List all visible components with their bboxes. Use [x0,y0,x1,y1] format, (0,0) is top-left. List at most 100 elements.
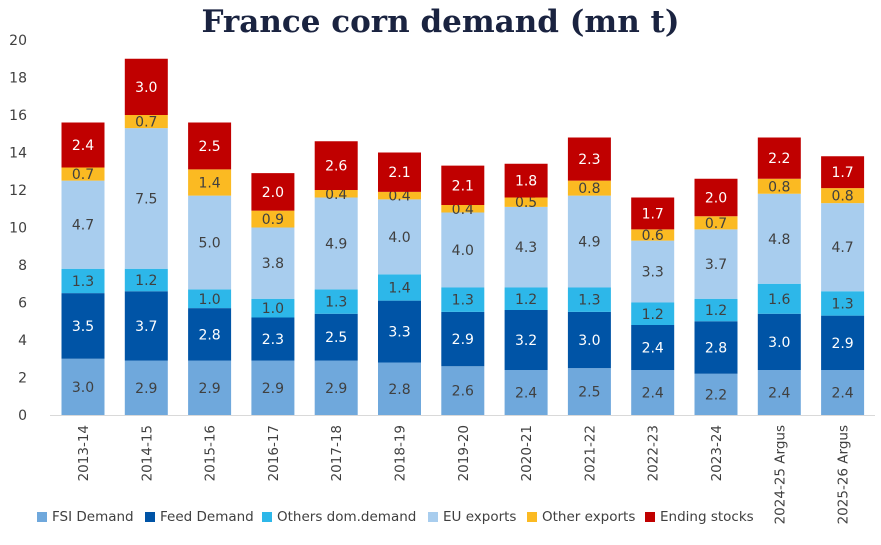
bar-segment [378,152,421,192]
data-label: 1.3 [452,293,474,309]
bar-segment [61,293,105,359]
bar-segment [251,360,295,415]
data-label: 0.8 [768,179,790,195]
data-label: 3.0 [768,335,790,351]
legend-swatch [645,512,655,522]
bar-segment [314,313,358,361]
data-label: 2.3 [578,152,600,168]
bar-segment [504,310,548,370]
data-label: 1.2 [642,307,664,323]
y-tick-label: 0 [18,408,27,424]
y-tick-label: 12 [9,183,27,199]
bar-segment [821,156,865,189]
bar-segment [821,291,865,316]
bar-segment [757,193,801,284]
data-label: 2.8 [705,341,727,357]
data-label: 2.4 [642,386,664,402]
bar-segment [757,283,801,314]
data-label: 1.0 [262,301,284,317]
bar-segment [821,188,865,204]
data-label: 3.0 [135,80,157,96]
bar-segment [378,191,421,200]
legend-swatch [527,512,537,522]
legend-label: EU exports [443,509,517,525]
bar-segment [124,128,168,269]
data-label: 3.3 [642,265,664,281]
x-tick-label: 2020-21 [519,425,535,481]
data-label: 0.7 [72,167,94,183]
legend-label: Other exports [542,509,636,525]
bar-segment [314,289,358,314]
bar-segment [567,195,611,288]
legend-swatch [37,512,47,522]
data-label: 0.6 [642,228,664,244]
data-label: 1.3 [72,274,94,290]
data-label: 2.4 [515,386,537,402]
y-tick-label: 6 [18,296,27,312]
legend-item: Feed Demand [145,509,254,525]
data-label: 1.3 [325,295,347,311]
legend-label: Ending stocks [660,509,754,525]
data-label: 1.2 [705,303,727,319]
chart-title: France corn demand (mn t) [201,4,680,40]
bar-segment [504,206,548,288]
bar-segment [314,360,358,415]
data-label: 1.6 [768,292,790,308]
bar-segment [251,173,295,211]
data-label: 4.7 [72,218,94,234]
bar-segment [694,178,738,217]
bar-segment [314,141,358,190]
bar-segment [124,268,168,292]
bar-segment [821,203,865,292]
data-label: 1.4 [388,281,410,297]
data-label: 0.4 [452,202,474,218]
data-label: 2.5 [198,139,220,155]
x-tick-label: 2022-23 [646,425,662,481]
data-label: 3.5 [72,319,94,335]
data-label: 2.2 [768,151,790,167]
bar-segment [188,289,232,309]
data-label: 3.3 [388,325,410,341]
data-label: 3.2 [515,333,537,349]
bar-segment [441,366,485,415]
x-tick-label: 2015-16 [203,425,219,481]
data-label: 1.0 [198,292,220,308]
bar-segment [694,321,738,374]
data-label: 2.9 [198,381,220,397]
data-label: 2.4 [831,386,853,402]
legend-item: FSI Demand [37,509,134,525]
data-label: 0.7 [135,115,157,131]
data-label: 3.7 [705,257,727,273]
data-label: 2.1 [388,165,410,181]
data-label: 2.8 [198,327,220,343]
bar-segment [251,227,295,299]
data-label: 1.2 [515,292,537,308]
bar-segment [188,308,232,361]
data-label: 2.3 [262,332,284,348]
legend-swatch [145,512,155,522]
bar-segment [694,298,738,322]
bar-segment [441,212,485,288]
bar-segment [61,122,105,168]
data-label: 2.4 [72,138,94,154]
data-label: 2.5 [578,385,600,401]
data-label: 2.0 [262,185,284,201]
x-tick-label: 2025-26 Argus [836,425,852,524]
data-label: 2.2 [705,387,727,403]
data-label: 4.8 [768,232,790,248]
bar-segment [61,180,105,269]
data-label: 4.9 [578,235,600,251]
legend-item: Others dom.demand [262,509,416,525]
legend-label: FSI Demand [52,509,134,525]
x-tick-label: 2018-19 [393,425,409,481]
bar-segment [124,291,168,361]
bar-segment [441,287,485,312]
x-tick-label: 2014-15 [139,425,155,481]
data-label: 5.0 [198,236,220,252]
bar-segment [567,137,611,181]
data-label: 2.1 [452,178,474,194]
bar-segment [378,199,421,275]
bar-segment [631,229,675,241]
data-label: 1.4 [198,176,220,192]
